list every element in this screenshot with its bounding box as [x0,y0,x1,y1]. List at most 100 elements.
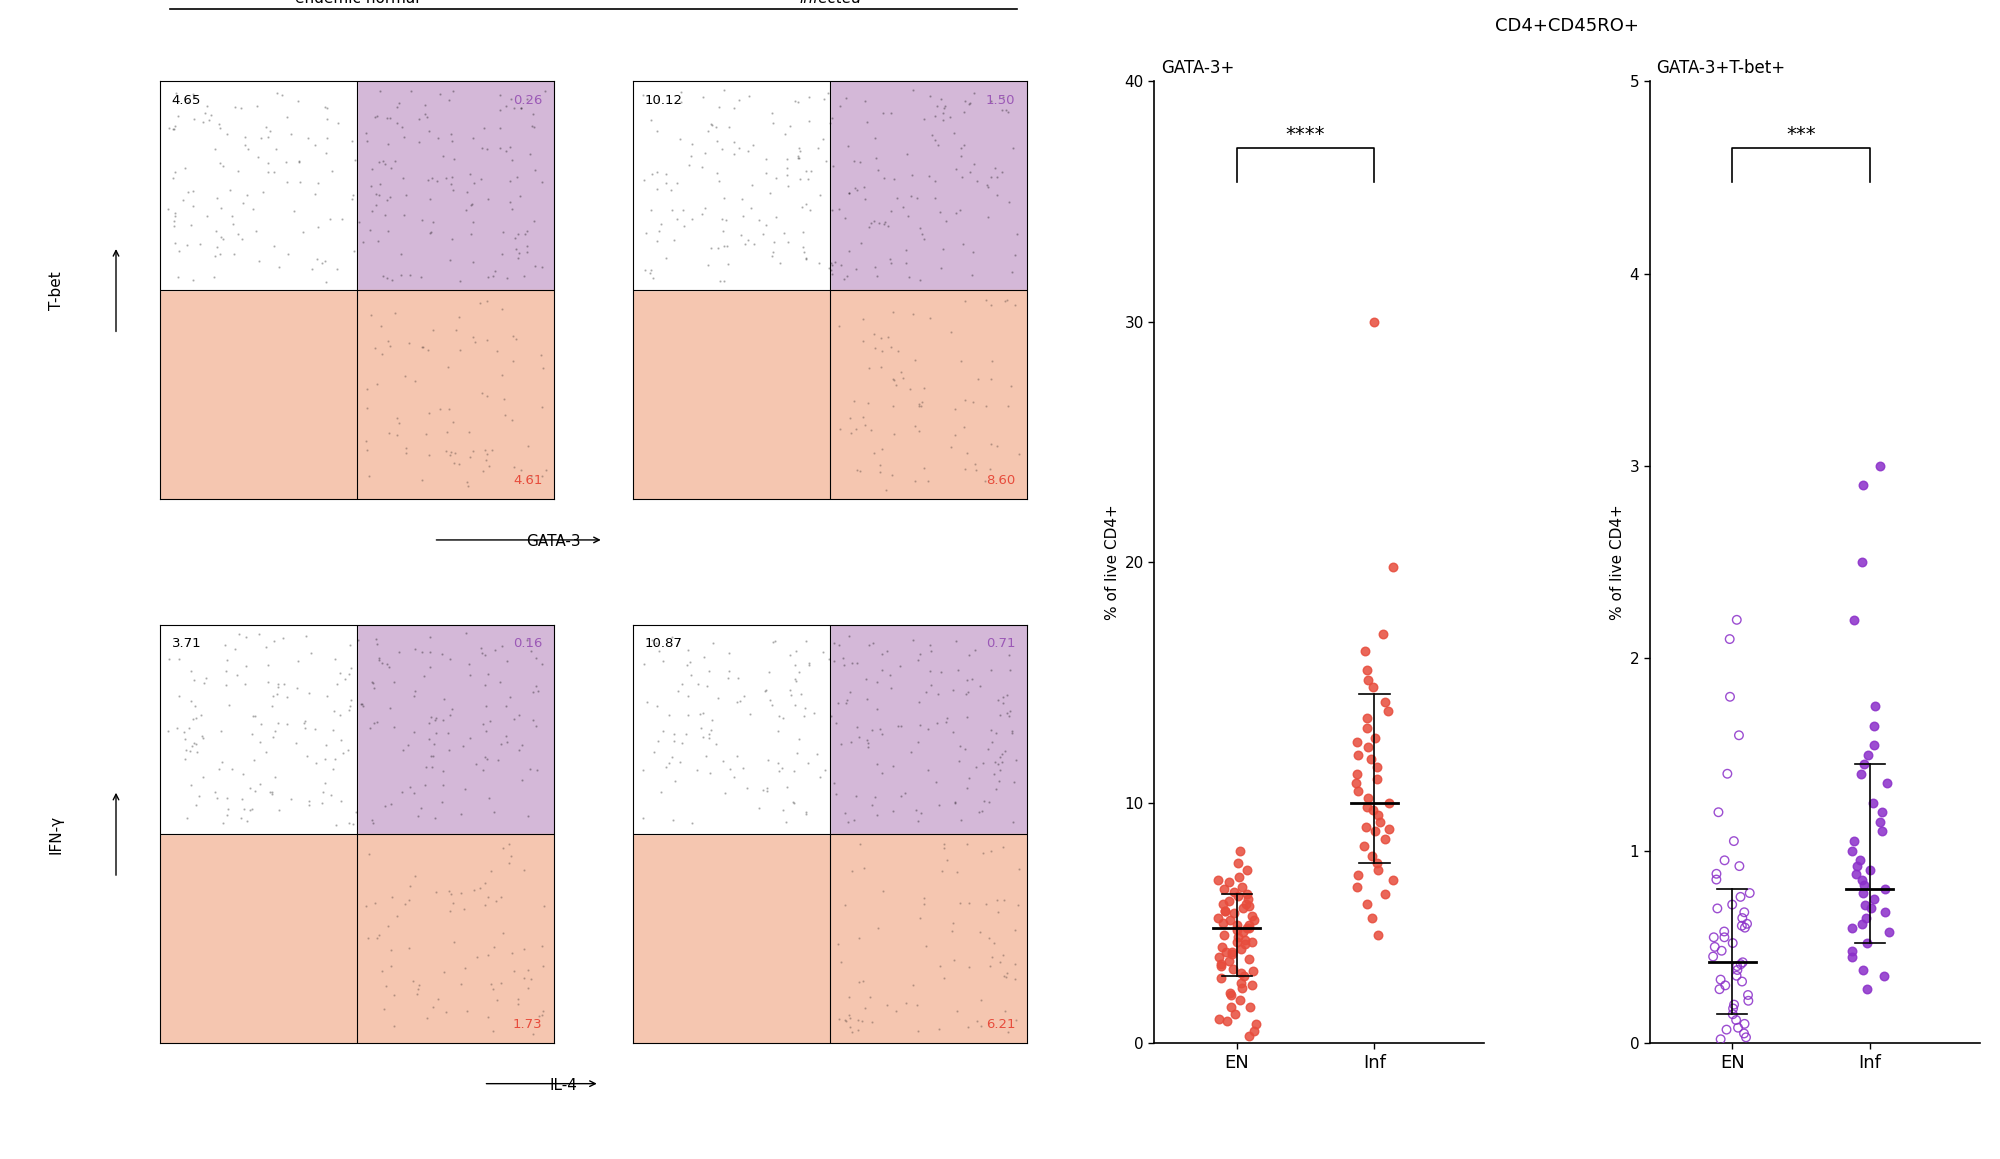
Point [906,393,938,411]
Text: endemic normal: endemic normal [294,0,420,6]
Point [424,85,456,103]
Point [940,425,972,444]
Point [458,881,490,899]
Point [918,107,950,125]
Point [472,664,504,683]
Point [1230,935,1262,954]
Point [832,137,864,155]
Point [836,1022,868,1041]
Point [502,994,534,1013]
Point [732,141,764,160]
Point [1866,803,1898,822]
Point [886,198,918,217]
Point [440,321,472,340]
Point [956,670,988,688]
Point [526,1006,558,1025]
Point [302,218,334,236]
Point [846,234,878,253]
Point [284,173,316,191]
Point [374,699,406,717]
Point [496,410,528,429]
Point [930,713,962,731]
Point [1872,923,1904,941]
Point [816,109,848,127]
Point [1698,928,1730,947]
Point [894,187,926,205]
Point [674,147,706,166]
Point [204,245,236,263]
Point [944,202,976,220]
Point [856,1013,888,1032]
Point [444,341,476,359]
Point [916,676,948,694]
Point [488,223,520,241]
Point [1704,981,1736,999]
Point [728,687,760,706]
Point [398,723,430,742]
Point [374,941,406,960]
Point [360,338,392,357]
Point [1202,870,1234,889]
Point [310,129,342,147]
Point [434,90,466,109]
Point [1220,1005,1252,1023]
Point [450,958,482,977]
Point [954,162,986,181]
Point [298,184,330,203]
Point [858,211,890,229]
Point [1854,861,1886,880]
Point [1222,920,1254,939]
Point [986,101,1018,119]
Point [310,144,342,162]
Point [868,104,900,123]
Point [372,658,404,677]
Point [394,891,426,910]
Bar [358,81,554,290]
Point [432,741,464,759]
Point [780,642,812,661]
Point [188,673,220,692]
Point [380,97,412,116]
Point [882,189,914,207]
Point [256,783,288,802]
Point [896,166,928,184]
Point [424,400,456,418]
Point [420,709,452,728]
Point [630,693,662,712]
Point [1850,895,1882,913]
Point [158,162,190,181]
Point [500,330,532,349]
Point [866,440,898,459]
Point [504,461,536,480]
Point [426,777,458,795]
Point [374,336,406,355]
Point [1728,903,1760,921]
Point [972,178,1004,197]
Point [412,108,444,126]
Point [230,657,262,676]
Point [500,228,532,247]
Point [1222,916,1254,934]
Point [160,116,192,134]
Point [478,979,510,998]
Point [1226,974,1258,992]
Point [518,257,550,276]
Point [946,235,978,254]
Point [414,122,446,140]
Point [1340,877,1372,896]
Point [830,267,862,285]
Point [834,1018,866,1036]
Point [824,420,856,438]
Point [354,305,386,323]
Point [916,642,948,661]
Point [988,1003,1020,1021]
Point [852,737,884,756]
Point [288,719,320,737]
Point [406,337,438,356]
Point [772,159,804,177]
Point [354,719,386,737]
Point [370,977,402,996]
Point [952,957,984,976]
Point [504,99,536,117]
Point [402,110,434,129]
